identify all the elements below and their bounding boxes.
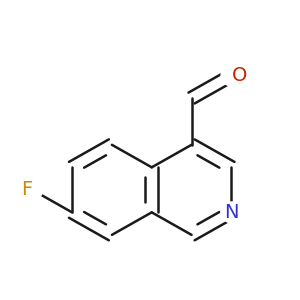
Circle shape [221,202,242,223]
Text: F: F [21,180,32,199]
Circle shape [22,179,43,200]
Text: O: O [231,66,247,85]
Text: N: N [224,203,239,222]
Circle shape [221,65,242,86]
